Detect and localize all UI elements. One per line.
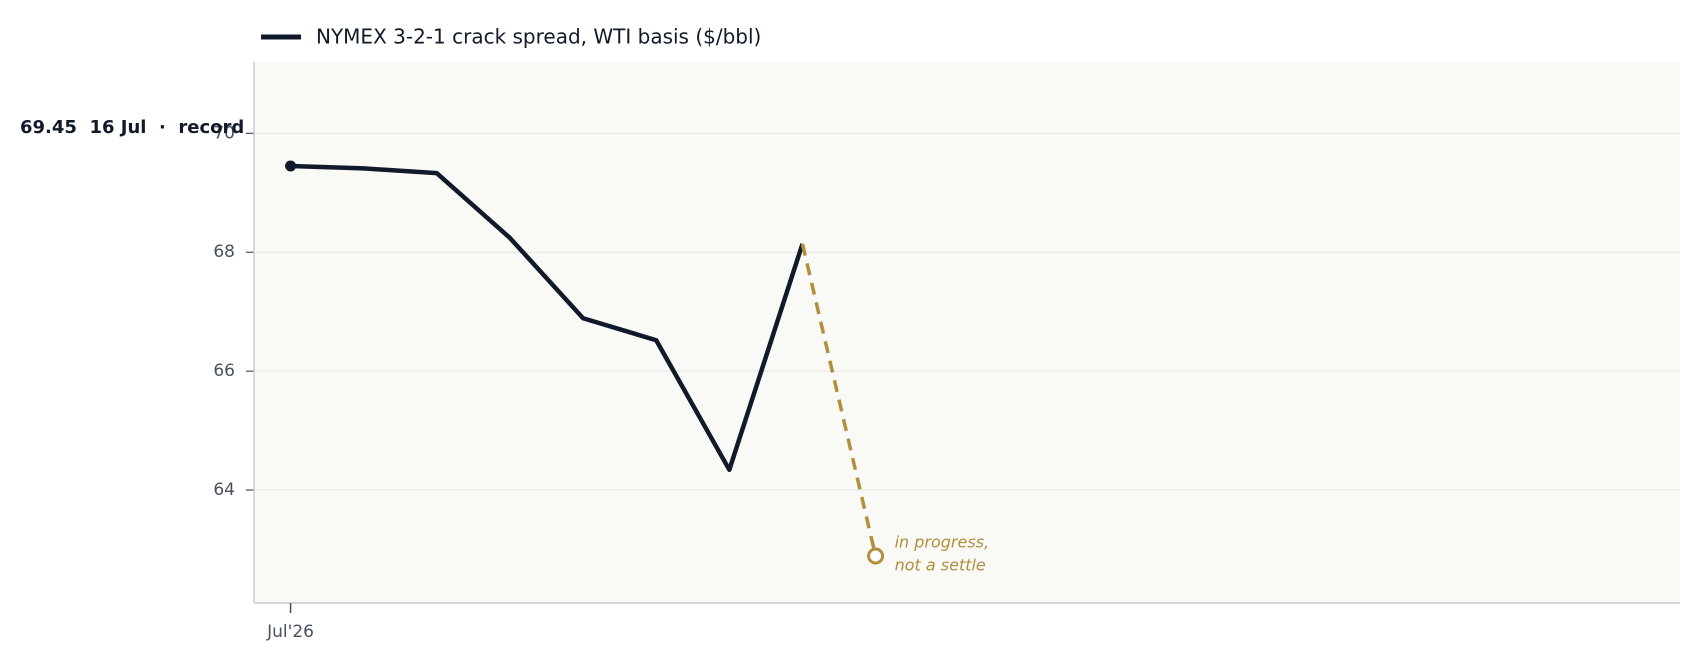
provisional-line xyxy=(800,243,878,557)
provisional-marker xyxy=(867,547,885,565)
series-line xyxy=(290,163,805,473)
annotation: 69.45 16 Jul · record xyxy=(20,117,244,138)
x-tick-label: Jul'26 xyxy=(266,622,314,642)
record-marker xyxy=(285,160,297,172)
note: not a settle xyxy=(895,556,986,575)
legend-label: NYMEX 3-2-1 crack spread, WTI basis ($/b… xyxy=(316,25,761,49)
plot-area xyxy=(254,62,1680,603)
note: in progress, xyxy=(895,533,990,552)
y-tick-label: 64 xyxy=(213,480,235,500)
y-tick-label: 70 xyxy=(213,123,235,143)
y-tick-label: 68 xyxy=(213,242,235,262)
y-tick-label: 66 xyxy=(213,361,235,381)
